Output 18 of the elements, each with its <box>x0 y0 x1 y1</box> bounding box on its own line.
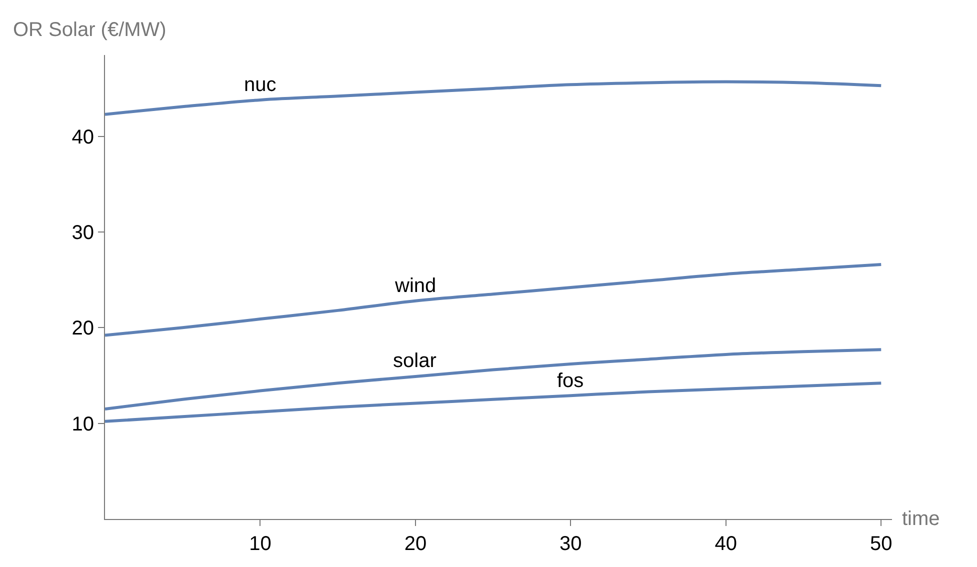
y-tick-label: 10 <box>72 413 94 436</box>
line-series <box>105 263 883 337</box>
x-tick-label: 10 <box>249 533 272 555</box>
x-tick-label: 30 <box>560 533 582 555</box>
annotation: wind <box>394 275 436 297</box>
line-series <box>105 80 883 116</box>
annotation: solar <box>393 350 437 372</box>
y-tick-label: 30 <box>72 222 94 244</box>
x-tick-label: 40 <box>714 533 738 555</box>
x-tick-label: 50 <box>870 533 892 555</box>
x-tick-label: 20 <box>404 533 427 555</box>
annotation: nuc <box>244 74 276 96</box>
x-axis-title: time <box>902 508 940 530</box>
y-tick-label: 40 <box>72 126 94 148</box>
y-tick-label: 20 <box>72 318 94 340</box>
annotation: fos <box>557 370 584 392</box>
y-axis-title: OR Solar (€/MW) <box>13 19 166 41</box>
line-series <box>105 348 883 410</box>
